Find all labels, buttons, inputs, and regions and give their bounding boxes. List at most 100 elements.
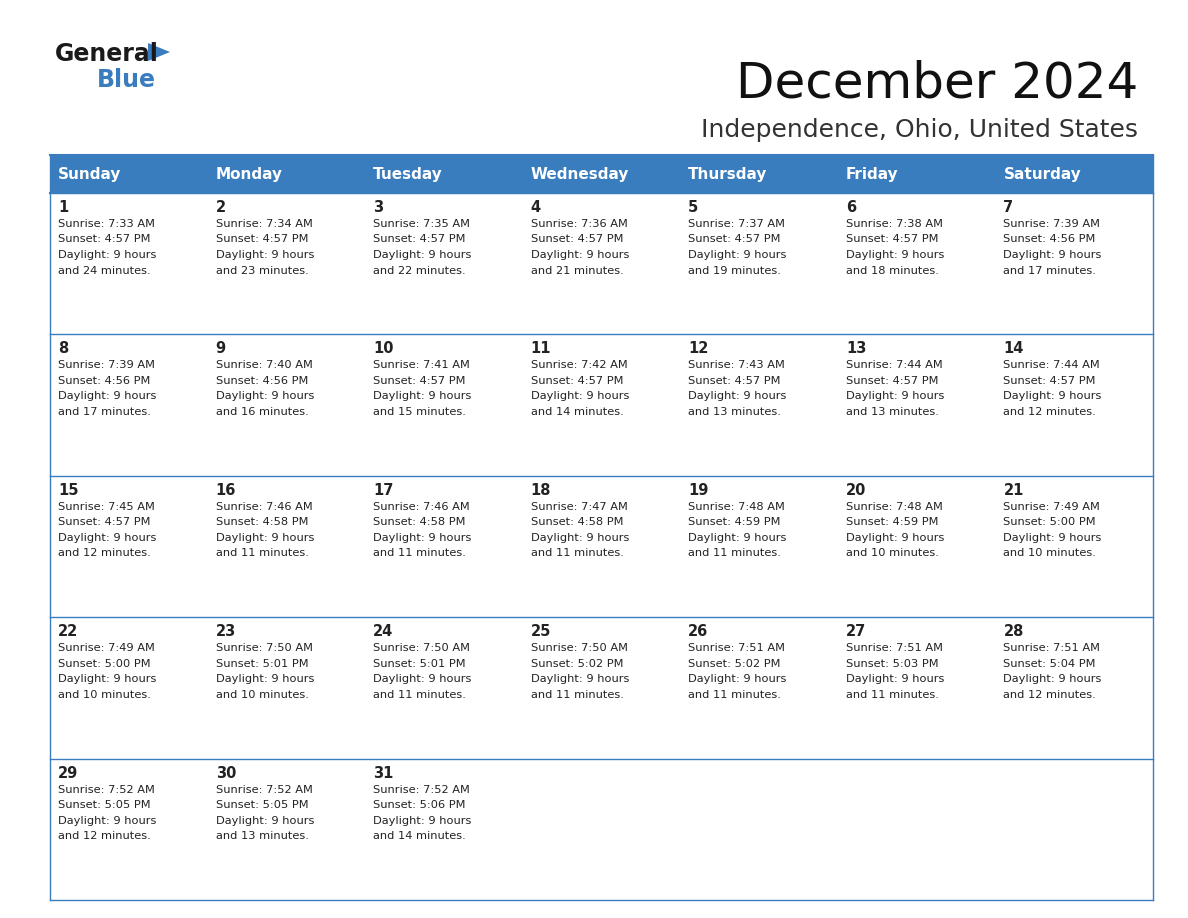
Text: and 19 minutes.: and 19 minutes. [688,265,782,275]
Text: Sunset: 5:05 PM: Sunset: 5:05 PM [215,800,308,810]
Text: and 10 minutes.: and 10 minutes. [215,689,309,700]
Text: Independence, Ohio, United States: Independence, Ohio, United States [701,118,1138,142]
Text: 20: 20 [846,483,866,498]
Text: Sunset: 4:57 PM: Sunset: 4:57 PM [531,234,624,244]
Text: and 11 minutes.: and 11 minutes. [531,689,624,700]
Text: Sunset: 4:57 PM: Sunset: 4:57 PM [531,375,624,386]
Text: Thursday: Thursday [688,166,767,182]
Text: Daylight: 9 hours: Daylight: 9 hours [373,815,472,825]
Bar [50,193,1154,334]
Text: Sunrise: 7:51 AM: Sunrise: 7:51 AM [846,644,943,654]
Text: Sunrise: 7:34 AM: Sunrise: 7:34 AM [215,219,312,229]
Text: Sunset: 5:03 PM: Sunset: 5:03 PM [846,659,939,668]
Text: 15: 15 [58,483,78,498]
Text: and 10 minutes.: and 10 minutes. [846,548,939,558]
Text: Sunset: 5:01 PM: Sunset: 5:01 PM [373,659,466,668]
Text: Daylight: 9 hours: Daylight: 9 hours [531,674,630,684]
Text: Sunday: Sunday [58,166,121,182]
Text: Sunset: 4:57 PM: Sunset: 4:57 PM [688,375,781,386]
Text: and 13 minutes.: and 13 minutes. [215,831,309,841]
Text: 7: 7 [1004,200,1013,215]
Text: Sunrise: 7:45 AM: Sunrise: 7:45 AM [58,502,154,512]
Text: Daylight: 9 hours: Daylight: 9 hours [846,674,944,684]
Text: Sunset: 4:56 PM: Sunset: 4:56 PM [58,375,151,386]
Text: 5: 5 [688,200,699,215]
Text: 21: 21 [1004,483,1024,498]
Text: Blue: Blue [97,68,156,92]
Text: Daylight: 9 hours: Daylight: 9 hours [58,532,157,543]
Text: 3: 3 [373,200,384,215]
Text: and 11 minutes.: and 11 minutes. [688,689,782,700]
Text: Daylight: 9 hours: Daylight: 9 hours [1004,674,1101,684]
Text: Sunrise: 7:43 AM: Sunrise: 7:43 AM [688,361,785,370]
Text: 24: 24 [373,624,393,639]
Text: Sunset: 5:02 PM: Sunset: 5:02 PM [531,659,624,668]
Bar [365,155,523,193]
Text: Daylight: 9 hours: Daylight: 9 hours [58,250,157,260]
Text: Sunrise: 7:50 AM: Sunrise: 7:50 AM [531,644,627,654]
Text: Sunset: 5:06 PM: Sunset: 5:06 PM [373,800,466,810]
Bar [838,155,996,193]
Text: Daylight: 9 hours: Daylight: 9 hours [688,532,786,543]
Text: Sunset: 5:02 PM: Sunset: 5:02 PM [688,659,781,668]
Text: 25: 25 [531,624,551,639]
Text: Daylight: 9 hours: Daylight: 9 hours [215,532,314,543]
Text: and 11 minutes.: and 11 minutes. [846,689,939,700]
Text: December 2024: December 2024 [735,60,1138,108]
Bar [523,155,681,193]
Text: Sunrise: 7:47 AM: Sunrise: 7:47 AM [531,502,627,512]
Bar [50,155,208,193]
Text: Daylight: 9 hours: Daylight: 9 hours [373,250,472,260]
Text: and 11 minutes.: and 11 minutes. [215,548,309,558]
Text: and 14 minutes.: and 14 minutes. [531,407,624,417]
Text: Sunset: 4:56 PM: Sunset: 4:56 PM [215,375,308,386]
Text: Sunrise: 7:40 AM: Sunrise: 7:40 AM [215,361,312,370]
Text: Daylight: 9 hours: Daylight: 9 hours [373,532,472,543]
Text: Sunrise: 7:37 AM: Sunrise: 7:37 AM [688,219,785,229]
Text: Sunrise: 7:49 AM: Sunrise: 7:49 AM [1004,502,1100,512]
Text: Sunrise: 7:52 AM: Sunrise: 7:52 AM [215,785,312,795]
Text: Sunset: 4:58 PM: Sunset: 4:58 PM [373,518,466,527]
Text: 18: 18 [531,483,551,498]
Text: 19: 19 [688,483,709,498]
Text: Daylight: 9 hours: Daylight: 9 hours [373,674,472,684]
Polygon shape [148,43,170,61]
Text: Daylight: 9 hours: Daylight: 9 hours [1004,250,1101,260]
Text: Sunrise: 7:51 AM: Sunrise: 7:51 AM [1004,644,1100,654]
Text: Sunrise: 7:46 AM: Sunrise: 7:46 AM [215,502,312,512]
Text: Daylight: 9 hours: Daylight: 9 hours [688,674,786,684]
Text: and 17 minutes.: and 17 minutes. [58,407,151,417]
Text: Sunset: 5:00 PM: Sunset: 5:00 PM [58,659,151,668]
Text: 31: 31 [373,766,393,780]
Text: and 24 minutes.: and 24 minutes. [58,265,151,275]
Text: 8: 8 [58,341,68,356]
Text: Sunset: 4:57 PM: Sunset: 4:57 PM [373,234,466,244]
Text: Daylight: 9 hours: Daylight: 9 hours [846,250,944,260]
Text: Sunrise: 7:39 AM: Sunrise: 7:39 AM [58,361,154,370]
Text: and 17 minutes.: and 17 minutes. [1004,265,1097,275]
Text: 29: 29 [58,766,78,780]
Text: and 15 minutes.: and 15 minutes. [373,407,466,417]
Text: and 10 minutes.: and 10 minutes. [58,689,151,700]
Text: Daylight: 9 hours: Daylight: 9 hours [531,250,630,260]
Bar [208,155,365,193]
Text: Sunrise: 7:44 AM: Sunrise: 7:44 AM [1004,361,1100,370]
Text: Sunrise: 7:51 AM: Sunrise: 7:51 AM [688,644,785,654]
Text: Sunset: 5:05 PM: Sunset: 5:05 PM [58,800,151,810]
Text: Daylight: 9 hours: Daylight: 9 hours [58,815,157,825]
Text: 16: 16 [215,483,236,498]
Text: Sunset: 4:58 PM: Sunset: 4:58 PM [215,518,308,527]
Text: 1: 1 [58,200,68,215]
Text: 26: 26 [688,624,708,639]
Text: Daylight: 9 hours: Daylight: 9 hours [531,532,630,543]
Text: 4: 4 [531,200,541,215]
Text: 12: 12 [688,341,709,356]
Text: Sunrise: 7:35 AM: Sunrise: 7:35 AM [373,219,470,229]
Text: Sunrise: 7:42 AM: Sunrise: 7:42 AM [531,361,627,370]
Text: Daylight: 9 hours: Daylight: 9 hours [846,532,944,543]
Bar [50,476,1154,617]
Text: Daylight: 9 hours: Daylight: 9 hours [531,391,630,401]
Text: 22: 22 [58,624,78,639]
Text: Sunset: 5:04 PM: Sunset: 5:04 PM [1004,659,1095,668]
Text: and 10 minutes.: and 10 minutes. [1004,548,1097,558]
